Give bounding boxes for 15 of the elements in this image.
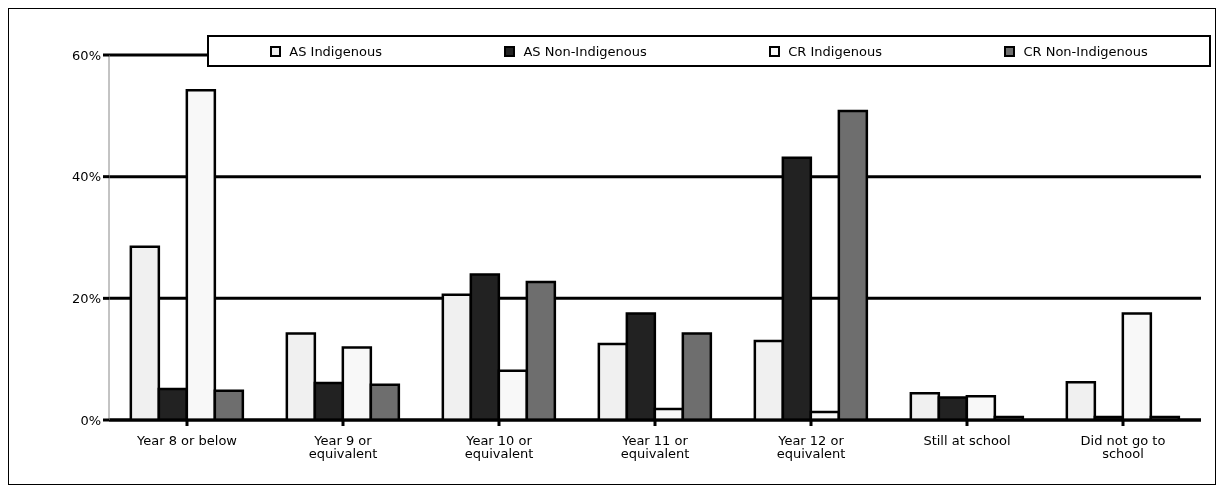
y-tick-label: 60% bbox=[72, 47, 101, 63]
y-tick-label: 40% bbox=[72, 169, 101, 185]
y-tick-label: 0% bbox=[80, 412, 101, 428]
legend-label: CR Non-Indigenous bbox=[1023, 43, 1148, 59]
y-tick-label: 20% bbox=[72, 290, 101, 306]
legend-label: CR Indigenous bbox=[788, 43, 882, 59]
x-tick-label: Year 12 or equivalent bbox=[776, 433, 846, 462]
x-tick-label: Year 11 or equivalent bbox=[620, 433, 690, 462]
x-tick-label: Year 8 or below bbox=[136, 433, 238, 449]
legend-label: AS Indigenous bbox=[289, 43, 382, 59]
x-tick-label: Year 9 or equivalent bbox=[308, 433, 378, 462]
legend-label: AS Non-Indigenous bbox=[523, 43, 647, 59]
x-tick-label: Year 10 or equivalent bbox=[464, 433, 534, 462]
x-tick-label: Still at school bbox=[923, 433, 1011, 449]
x-tick-label: Did not go to school bbox=[1080, 433, 1166, 462]
